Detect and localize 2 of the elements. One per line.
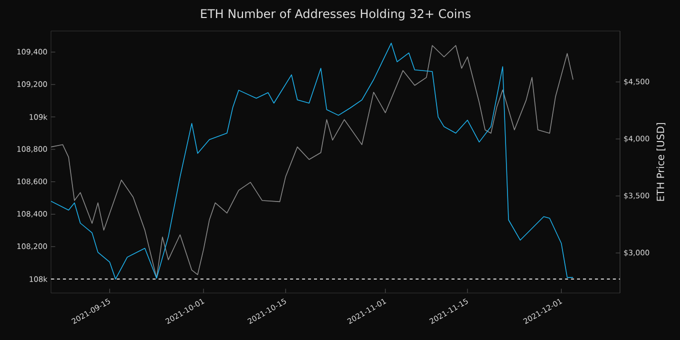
y2-axis-title: ETH Price [USD] [656,123,666,201]
chart-title: ETH Number of Addresses Holding 32+ Coins [201,8,470,20]
